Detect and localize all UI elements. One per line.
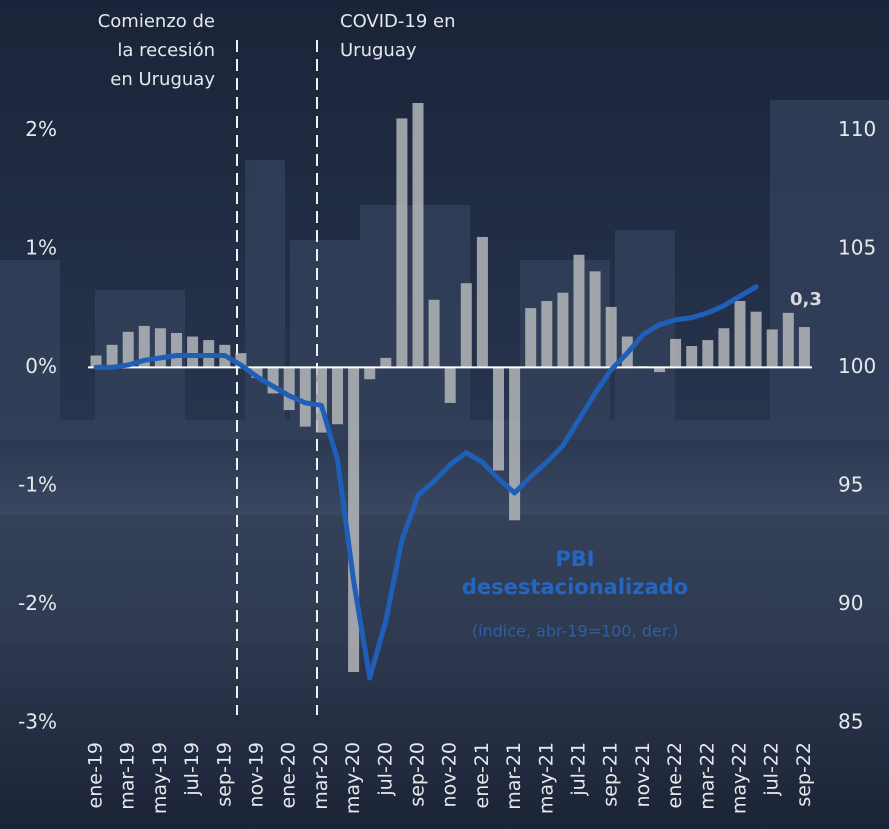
bar: [509, 367, 521, 521]
x-tick-label: may-20: [342, 742, 364, 814]
x-tick-label: sep-21: [600, 742, 622, 807]
bar: [670, 338, 682, 368]
y2-tick-label: 110: [838, 117, 876, 141]
x-tick-label: jul-19: [181, 742, 203, 797]
x-tick-label: jul-20: [374, 742, 396, 797]
bar: [782, 312, 794, 368]
recession-note: Comienzo de: [98, 11, 215, 32]
bar: [541, 300, 553, 368]
bar: [798, 327, 810, 368]
x-tick-label: sep-20: [407, 742, 429, 807]
bar: [702, 340, 714, 368]
bar: [283, 367, 295, 411]
water: [0, 515, 889, 645]
bar: [90, 355, 102, 368]
bar: [444, 367, 456, 403]
bar: [299, 367, 311, 427]
y-tick-label: 1%: [25, 235, 57, 259]
bar: [106, 344, 118, 368]
bar: [428, 299, 440, 368]
bar: [573, 254, 585, 368]
y-tick-label: 0%: [25, 354, 57, 378]
y-tick-label: -2%: [18, 591, 57, 615]
bar: [235, 353, 247, 368]
x-tick-label: ene-19: [85, 742, 107, 808]
bar: [138, 325, 150, 368]
bar: [766, 329, 778, 368]
x-tick-label: ene-22: [664, 742, 686, 808]
bar: [750, 311, 762, 368]
bar: [686, 346, 698, 368]
x-tick-label: ene-21: [471, 742, 493, 808]
y2-tick-label: 95: [838, 472, 863, 496]
bar: [460, 283, 472, 368]
x-tick-label: jul-22: [761, 742, 783, 797]
x-tick-label: mar-22: [696, 742, 718, 810]
y-tick-label: 2%: [25, 117, 57, 141]
bar: [493, 367, 504, 471]
line-series: [93, 284, 759, 681]
y2-tick-label: 90: [838, 591, 863, 615]
bar: [718, 328, 730, 368]
bar: [557, 292, 569, 368]
bar: [171, 332, 182, 368]
x-tick-label: mar-21: [503, 742, 525, 810]
x-tick-label: nov-21: [632, 742, 654, 807]
covid-note: Uruguay: [340, 40, 417, 61]
bar: [654, 367, 665, 373]
bar: [348, 367, 360, 673]
bar: [396, 118, 408, 368]
bar: [154, 328, 166, 368]
bar: [525, 308, 537, 368]
bar: [315, 367, 327, 433]
covid-note: COVID-19 en: [340, 11, 456, 32]
bar: [267, 367, 279, 394]
bar: [364, 367, 376, 380]
x-tick-label: sep-22: [793, 742, 815, 807]
bar: [122, 331, 134, 368]
bar: [605, 306, 617, 368]
line-note: (índice, abr-19=100, der.): [472, 622, 678, 641]
x-tick-label: may-22: [729, 742, 751, 814]
x-tick-label: sep-19: [213, 742, 235, 807]
recession-note: en Uruguay: [110, 69, 215, 90]
x-tick-label: nov-20: [439, 742, 461, 807]
bar: [476, 236, 488, 368]
x-tick-label: ene-20: [278, 742, 300, 808]
line-label: PBI desestacionalizado: [461, 547, 689, 599]
bar: [251, 367, 263, 379]
y-tick-label: -3%: [18, 710, 57, 734]
bar: [332, 367, 343, 425]
bar: [734, 300, 746, 368]
x-tick-label: nov-19: [246, 742, 268, 807]
bar: [589, 271, 601, 368]
x-tick-label: jul-21: [568, 742, 590, 797]
bar: [380, 357, 392, 368]
x-tick-label: mar-19: [117, 742, 139, 810]
recession-note: la recesión: [117, 40, 215, 61]
bar: [412, 103, 424, 368]
y2-tick-label: 100: [838, 354, 876, 378]
last-value-note: 0,3: [790, 289, 822, 310]
bar: [187, 336, 199, 368]
x-tick-label: mar-20: [310, 742, 332, 810]
x-tick-label: may-21: [535, 742, 557, 814]
y2-tick-label: 85: [838, 710, 863, 734]
y-tick-label: -1%: [18, 472, 57, 496]
x-tick-label: may-19: [149, 742, 171, 814]
y2-tick-label: 105: [838, 235, 876, 259]
